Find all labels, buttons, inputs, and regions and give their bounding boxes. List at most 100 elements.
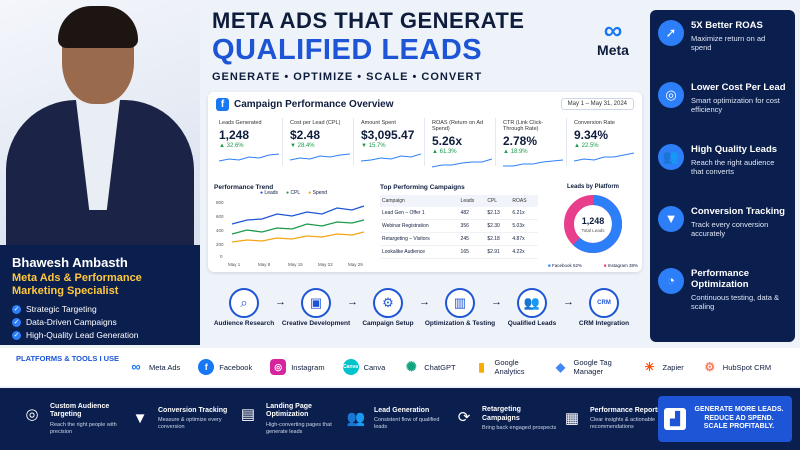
tool-item: ✳ Zapier (642, 359, 684, 375)
process-step: ⚙ Campaign Setup → (352, 288, 430, 340)
gauge-icon: ◔ (658, 268, 684, 294)
document-icon: ▦ (564, 409, 580, 427)
cta-banner[interactable]: ▟ GENERATE MORE LEADS. REDUCE AD SPEND. … (658, 396, 792, 442)
x-tick-label: May 8 (258, 262, 271, 267)
service-item: ▼ Conversion Tracking Measure & optimize … (128, 407, 236, 432)
process-step: ▣ Creative Development → (280, 288, 358, 340)
table-row: Webinar Registration 356 $2.30 5.03x (380, 219, 538, 233)
benefit-item: 👥 High Quality Leads Reach the right audi… (658, 144, 787, 206)
service-item: ⟳ Retargeting Campaigns Bring back engage… (452, 406, 560, 432)
spend-line (231, 231, 365, 243)
kpi-card: Leads Generated 1,248 ▲ 32.6% (216, 118, 283, 166)
arrow-right-icon: → (491, 296, 502, 308)
tool-item: ◎ Instagram (270, 359, 325, 375)
sparkline (289, 153, 351, 161)
skill-item: ✓ Data-Driven Campaigns (12, 317, 117, 327)
zapier-icon: ✳ (644, 360, 655, 374)
kpi-card: CTR (Link Click-Through Rate) 2.78% ▲ 18… (500, 118, 567, 167)
sparkline (431, 158, 493, 168)
crm-icon: CRM (589, 288, 619, 318)
benefit-item: ▼ Conversion Tracking Track every convers… (658, 206, 787, 268)
magnifier-icon: ⌕ (229, 288, 259, 318)
image-icon: ▣ (301, 288, 331, 318)
kpi-card: Conversion Rate 9.34% ▲ 22.5% (571, 118, 638, 166)
y-tick-label: 400 (216, 228, 224, 233)
process-step: 👥 Qualified Leads → (496, 288, 574, 340)
sparkline (360, 153, 422, 162)
refresh-icon: ⟳ (457, 409, 471, 426)
trend-plot: 800 600 400 200 0 May 1 May 8 May 15 May… (216, 200, 365, 267)
tool-item: Canva Canva (342, 359, 385, 375)
table-row: Lookalike Audience 165 $2.91 4.22x (380, 245, 538, 259)
people-icon: 👥 (658, 144, 684, 170)
headline-line-2: QUALIFIED LEADS (212, 34, 483, 66)
growth-chart-icon: ▟ (664, 408, 686, 430)
table-row: Lead Gen – Offer 1 482 $2.13 6.21x (380, 207, 538, 220)
tools-label: PLATFORMS & TOOLS I USE (16, 353, 120, 363)
arrow-right-icon: → (347, 296, 358, 308)
x-tick-label: May 1 (228, 262, 241, 267)
service-item: ◎ Custom Audience Targeting Reach the rig… (20, 403, 128, 436)
cpl-line (231, 219, 365, 235)
x-tick-label: May 22 (318, 262, 333, 267)
people-icon: 👥 (346, 409, 366, 427)
headline-line-1: META ADS THAT GENERATE (212, 8, 525, 33)
chart-legend: ● Leads ● CPL ● Spend (260, 190, 327, 196)
webpage-icon: ▤ (240, 405, 256, 423)
tool-item: f Facebook (198, 359, 252, 375)
tool-item: ∞ Meta Ads (128, 359, 180, 375)
kpi-card: Amount Spent $3,095.47 ▼ 15.7% (358, 118, 425, 166)
bar-chart-icon: ▥ (445, 288, 475, 318)
kpi-card: ROAS (Return on Ad Spend) 5.26x ▲ 61.3% (429, 118, 496, 168)
kpi-card: Cost per Lead (CPL) $2.48 ▼ 28.4% (287, 118, 354, 166)
meta-icon: ∞ (131, 359, 141, 374)
x-tick-label: May 15 (288, 262, 303, 267)
facebook-slice (564, 195, 622, 253)
check-icon: ✓ (12, 304, 21, 314)
profile-photo (0, 0, 200, 250)
column-header: Campaign (380, 195, 459, 207)
chatgpt-icon: ✺ (405, 359, 417, 374)
tools-strip: PLATFORMS & TOOLS I USE ∞ Meta Ads f Faceb… (0, 348, 800, 386)
legend-spend: ● Spend (308, 190, 328, 196)
performance-trend-chart: Performance Trend ● Leads ● CPL ● Spend … (214, 184, 372, 268)
benefits-panel: ➚ 5X Better ROAS Maximize return on ad sp… (650, 10, 795, 342)
y-tick-label: 200 (216, 242, 224, 247)
funnel-icon: ▼ (132, 409, 148, 427)
google-tag-manager-icon: ◆ (555, 360, 566, 374)
meta-infinity-icon: ∞ (603, 15, 623, 45)
benefit-item: ◎ Lower Cost Per Lead Smart optimization … (658, 82, 787, 144)
google-analytics-icon: ▮ (478, 360, 485, 374)
benefit-item: ➚ 5X Better ROAS Maximize return on ad sp… (658, 20, 787, 82)
target-icon: ◎ (25, 405, 39, 423)
leads-by-platform: Leads by Platform 1,248 Total Leads ■ Fa… (548, 184, 638, 268)
campaign-dashboard: f Campaign Performance Overview May 1 – … (208, 92, 642, 272)
process-step: ⌕ Audience Research → (208, 288, 286, 340)
service-item: ▤ Landing Page Optimization High-converti… (236, 403, 344, 436)
y-tick-label: 600 (216, 214, 224, 219)
tool-item: ✺ ChatGPT (403, 359, 456, 375)
y-tick-label: 0 (220, 254, 223, 259)
target-icon: ◎ (658, 82, 684, 108)
donut-legend: ■ Facebook 62% ■ Instagram 38% (548, 263, 638, 268)
arrow-right-icon: → (275, 296, 286, 308)
kpi-row: Leads Generated 1,248 ▲ 32.6% Cost per L… (216, 118, 638, 168)
platform-donut: 1,248 Total Leads (564, 195, 622, 253)
date-range-picker[interactable]: May 1 – May 31, 2024 (560, 98, 634, 110)
people-icon: 👥 (517, 288, 547, 318)
funnel-icon: ▼ (658, 206, 684, 232)
arrow-right-icon: → (419, 296, 430, 308)
profile-role: Meta Ads & Performance Marketing Special… (12, 272, 142, 297)
service-item: ▦ Performance Reporting Clear insights & … (560, 407, 668, 432)
hubspot-icon: ⚙ (704, 360, 716, 374)
sparkline (503, 159, 564, 167)
tool-item: ◆ Google Tag Manager (553, 358, 624, 376)
process-step: CRM CRM Integration (568, 288, 640, 340)
column-header: Leads (458, 195, 486, 207)
meta-logo: ∞ Meta (588, 15, 638, 58)
arrow-right-icon: → (563, 296, 574, 308)
profile-nameplate: Bhawesh Ambasth Meta Ads & Performance M… (0, 245, 200, 345)
donut-total: 1,248 (582, 216, 605, 226)
service-item: 👥 Lead Generation Consistent flow of qual… (344, 407, 452, 432)
column-header: ROAS (510, 195, 538, 207)
